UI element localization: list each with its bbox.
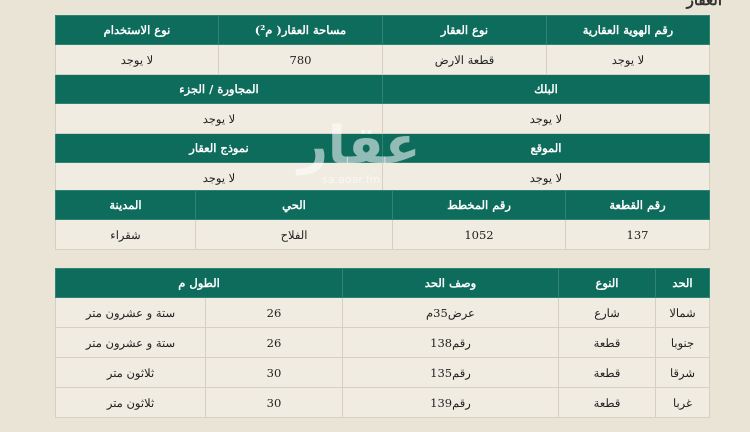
table-row: 137 1052 الفلاح شقراء: [55, 219, 710, 250]
cell: لا يوجد: [55, 162, 383, 193]
cell: جنوبا: [655, 327, 710, 358]
cell: قطعة: [558, 357, 656, 388]
header-cell: المدينة: [55, 190, 196, 220]
cell: لا يوجد: [546, 44, 710, 75]
cell: ستة و عشرون متر: [55, 327, 206, 358]
header-cell: البلك: [382, 74, 710, 104]
cell: ثلاثون متر: [55, 387, 206, 418]
header-cell: مساحة العقار( م²): [218, 15, 383, 45]
cell: رقم139: [342, 387, 559, 418]
cell: قطعة: [558, 387, 656, 418]
cell: ستة و عشرون متر: [55, 297, 206, 328]
header-cell: الحي: [195, 190, 393, 220]
cell: رقم135: [342, 357, 559, 388]
header-cell: نوع العقار: [382, 15, 547, 45]
cell: ثلاثون متر: [55, 357, 206, 388]
header-row: رقم القطعة رقم المخطط الحي المدينة: [55, 190, 710, 220]
cell: 30: [205, 357, 343, 388]
section-title: العقار: [686, 0, 722, 9]
header-cell: الحد: [655, 268, 710, 298]
table-row: شرقا قطعة رقم135 30 ثلاثون متر: [55, 357, 710, 388]
cell: 780: [218, 44, 383, 75]
table-row: جنوبا قطعة رقم138 26 ستة و عشرون متر: [55, 327, 710, 358]
header-cell: الموقع: [382, 133, 710, 163]
cell: 137: [565, 219, 710, 250]
header-cell: النوع: [558, 268, 656, 298]
header-row: رقم الهوية العقارية نوع العقار مساحة الع…: [55, 15, 710, 45]
cell: 1052: [392, 219, 566, 250]
header-cell: رقم الهوية العقارية: [546, 15, 710, 45]
header-cell: المجاورة / الجزء: [55, 74, 383, 104]
cell: شقراء: [55, 219, 196, 250]
header-cell: رقم القطعة: [565, 190, 710, 220]
cell: 26: [205, 297, 343, 328]
header-cell: نوع الاستخدام: [55, 15, 219, 45]
boundaries-table: الحد النوع وصف الحد الطول م شمالا شارع عرض…: [55, 268, 710, 418]
table-row: شمالا شارع عرض35م 26 ستة و عشرون متر: [55, 297, 710, 328]
cell: قطعة الارض: [382, 44, 547, 75]
header-cell: نموذج العقار: [55, 133, 383, 163]
cell: شرقا: [655, 357, 710, 388]
header-row: البلك المجاورة / الجزء: [55, 74, 710, 104]
property-info-table: رقم الهوية العقارية نوع العقار مساحة الع…: [55, 15, 710, 193]
header-cell: وصف الحد: [342, 268, 559, 298]
location-table: رقم القطعة رقم المخطط الحي المدينة 137 1…: [55, 190, 710, 250]
header-cell: رقم المخطط: [392, 190, 566, 220]
cell: 30: [205, 387, 343, 418]
cell: شمالا: [655, 297, 710, 328]
cell: غربا: [655, 387, 710, 418]
cell: الفلاح: [195, 219, 393, 250]
cell: رقم138: [342, 327, 559, 358]
cell: قطعة: [558, 327, 656, 358]
cell: لا يوجد: [55, 44, 219, 75]
table-row: لا يوجد لا يوجد: [55, 162, 710, 193]
cell: عرض35م: [342, 297, 559, 328]
header-cell: الطول م: [55, 268, 343, 298]
header-row: الموقع نموذج العقار: [55, 133, 710, 163]
table-row: لا يوجد لا يوجد: [55, 103, 710, 134]
table-row: غربا قطعة رقم139 30 ثلاثون متر: [55, 387, 710, 418]
cell: شارع: [558, 297, 656, 328]
header-row: الحد النوع وصف الحد الطول م: [55, 268, 710, 298]
cell: لا يوجد: [55, 103, 383, 134]
table-row: لا يوجد قطعة الارض 780 لا يوجد: [55, 44, 710, 75]
cell: لا يوجد: [382, 103, 710, 134]
cell: لا يوجد: [382, 162, 710, 193]
cell: 26: [205, 327, 343, 358]
